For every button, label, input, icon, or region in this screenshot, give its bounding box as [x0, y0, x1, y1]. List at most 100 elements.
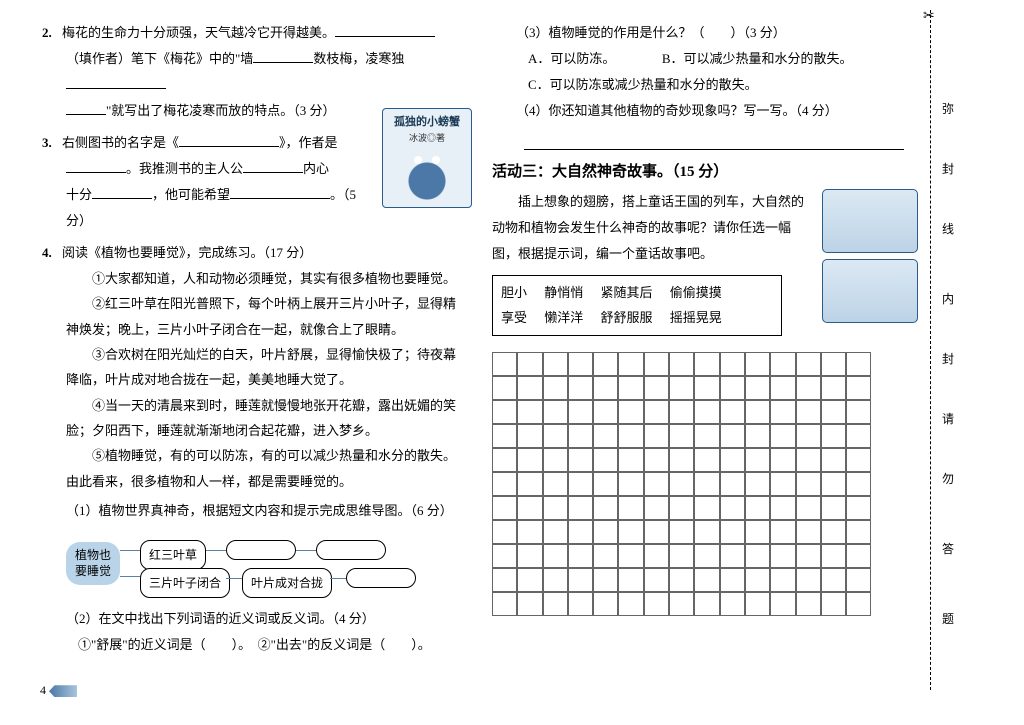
- grid-cell[interactable]: [694, 448, 719, 472]
- grid-cell[interactable]: [618, 400, 643, 424]
- grid-cell[interactable]: [694, 496, 719, 520]
- grid-cell[interactable]: [720, 448, 745, 472]
- grid-cell[interactable]: [568, 568, 593, 592]
- grid-cell[interactable]: [796, 592, 821, 616]
- grid-cell[interactable]: [492, 568, 517, 592]
- grid-cell[interactable]: [568, 592, 593, 616]
- grid-cell[interactable]: [568, 520, 593, 544]
- grid-cell[interactable]: [720, 376, 745, 400]
- diagram-node-empty[interactable]: [346, 568, 416, 588]
- grid-cell[interactable]: [593, 496, 618, 520]
- grid-cell[interactable]: [821, 544, 846, 568]
- grid-cell[interactable]: [770, 496, 795, 520]
- grid-cell[interactable]: [618, 592, 643, 616]
- grid-cell[interactable]: [593, 592, 618, 616]
- grid-cell[interactable]: [745, 376, 770, 400]
- grid-cell[interactable]: [846, 472, 871, 496]
- grid-cell[interactable]: [694, 568, 719, 592]
- grid-cell[interactable]: [543, 448, 568, 472]
- grid-cell[interactable]: [568, 472, 593, 496]
- grid-cell[interactable]: [745, 472, 770, 496]
- grid-cell[interactable]: [669, 568, 694, 592]
- grid-cell[interactable]: [669, 448, 694, 472]
- blank[interactable]: [243, 159, 303, 173]
- grid-cell[interactable]: [568, 400, 593, 424]
- grid-cell[interactable]: [694, 544, 719, 568]
- grid-cell[interactable]: [593, 568, 618, 592]
- grid-cell[interactable]: [543, 592, 568, 616]
- diagram-node-empty[interactable]: [226, 540, 296, 560]
- grid-cell[interactable]: [492, 496, 517, 520]
- grid-cell[interactable]: [796, 472, 821, 496]
- grid-cell[interactable]: [492, 448, 517, 472]
- grid-cell[interactable]: [720, 568, 745, 592]
- grid-cell[interactable]: [745, 352, 770, 376]
- grid-cell[interactable]: [492, 520, 517, 544]
- grid-cell[interactable]: [770, 544, 795, 568]
- grid-cell[interactable]: [644, 568, 669, 592]
- grid-cell[interactable]: [796, 496, 821, 520]
- blank[interactable]: [179, 133, 279, 147]
- grid-cell[interactable]: [618, 568, 643, 592]
- grid-cell[interactable]: [568, 544, 593, 568]
- grid-cell[interactable]: [796, 448, 821, 472]
- grid-cell[interactable]: [618, 448, 643, 472]
- grid-cell[interactable]: [720, 496, 745, 520]
- grid-cell[interactable]: [492, 352, 517, 376]
- grid-cell[interactable]: [618, 520, 643, 544]
- grid-cell[interactable]: [745, 424, 770, 448]
- grid-cell[interactable]: [543, 400, 568, 424]
- grid-cell[interactable]: [745, 520, 770, 544]
- writing-grid[interactable]: [492, 352, 872, 616]
- option-c[interactable]: C．可以防冻或减少热量和水分的散失。: [528, 77, 758, 92]
- grid-cell[interactable]: [618, 424, 643, 448]
- grid-cell[interactable]: [720, 400, 745, 424]
- grid-cell[interactable]: [770, 520, 795, 544]
- grid-cell[interactable]: [796, 568, 821, 592]
- grid-cell[interactable]: [770, 376, 795, 400]
- grid-cell[interactable]: [644, 544, 669, 568]
- grid-cell[interactable]: [846, 496, 871, 520]
- blank[interactable]: [230, 185, 330, 199]
- grid-cell[interactable]: [568, 448, 593, 472]
- grid-cell[interactable]: [846, 400, 871, 424]
- grid-cell[interactable]: [492, 376, 517, 400]
- grid-cell[interactable]: [745, 568, 770, 592]
- grid-cell[interactable]: [770, 400, 795, 424]
- grid-cell[interactable]: [796, 352, 821, 376]
- option-a[interactable]: A．可以防冻。: [528, 51, 615, 66]
- answer-line[interactable]: [524, 128, 904, 150]
- grid-cell[interactable]: [644, 520, 669, 544]
- grid-cell[interactable]: [593, 352, 618, 376]
- grid-cell[interactable]: [644, 472, 669, 496]
- grid-cell[interactable]: [492, 592, 517, 616]
- grid-cell[interactable]: [593, 472, 618, 496]
- grid-cell[interactable]: [644, 424, 669, 448]
- grid-cell[interactable]: [618, 496, 643, 520]
- grid-cell[interactable]: [669, 520, 694, 544]
- grid-cell[interactable]: [644, 496, 669, 520]
- grid-cell[interactable]: [770, 592, 795, 616]
- grid-cell[interactable]: [846, 448, 871, 472]
- grid-cell[interactable]: [543, 376, 568, 400]
- grid-cell[interactable]: [821, 520, 846, 544]
- blank[interactable]: [253, 49, 313, 63]
- grid-cell[interactable]: [644, 400, 669, 424]
- grid-cell[interactable]: [694, 472, 719, 496]
- grid-cell[interactable]: [694, 376, 719, 400]
- grid-cell[interactable]: [694, 352, 719, 376]
- grid-cell[interactable]: [821, 592, 846, 616]
- grid-cell[interactable]: [821, 424, 846, 448]
- grid-cell[interactable]: [821, 400, 846, 424]
- grid-cell[interactable]: [846, 424, 871, 448]
- grid-cell[interactable]: [644, 592, 669, 616]
- grid-cell[interactable]: [745, 496, 770, 520]
- grid-cell[interactable]: [618, 352, 643, 376]
- grid-cell[interactable]: [593, 448, 618, 472]
- grid-cell[interactable]: [821, 376, 846, 400]
- grid-cell[interactable]: [517, 424, 542, 448]
- grid-cell[interactable]: [745, 448, 770, 472]
- grid-cell[interactable]: [568, 352, 593, 376]
- blank[interactable]: [66, 101, 106, 115]
- grid-cell[interactable]: [568, 424, 593, 448]
